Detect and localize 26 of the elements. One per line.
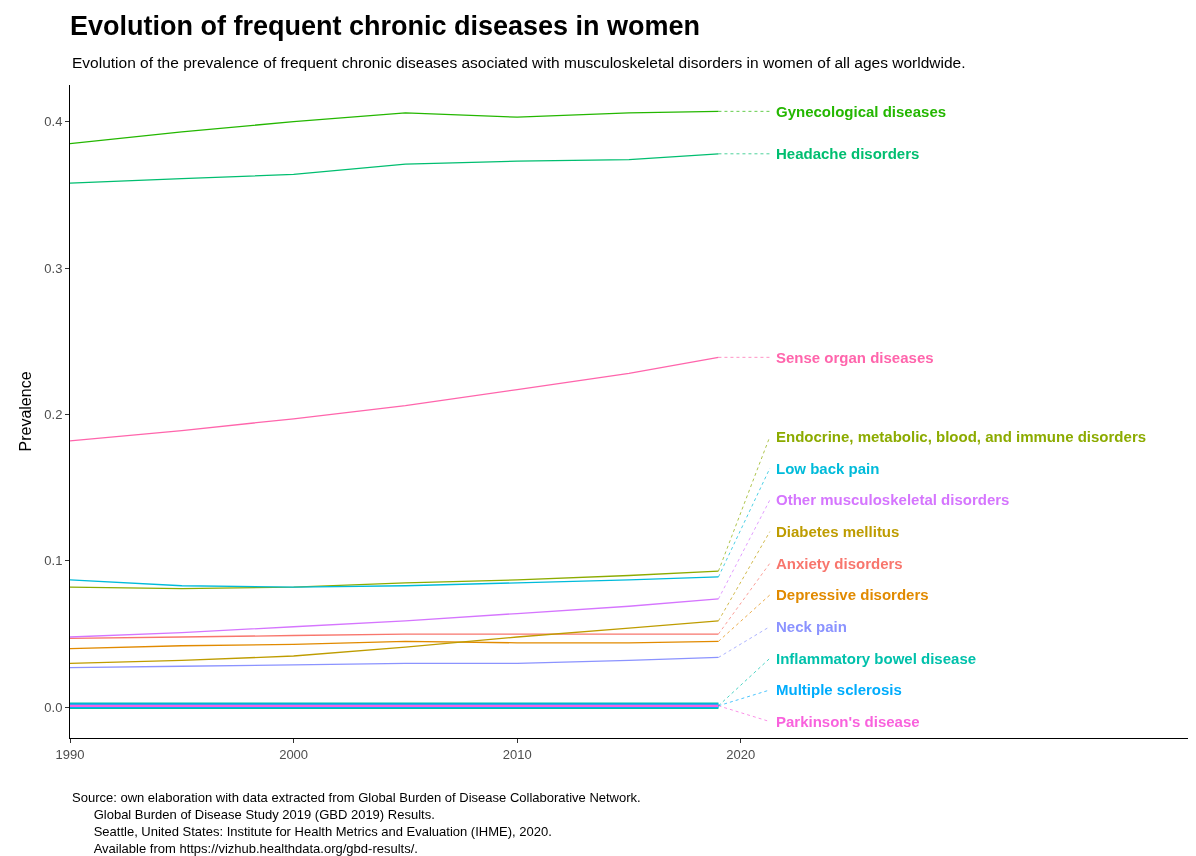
y-tick-label: 0.2	[44, 406, 63, 422]
y-tick-label: 0.1	[44, 553, 63, 569]
y-axis-title: Prevalence	[17, 371, 35, 452]
source-note: Source: own elaboration with data extracted from Global Burden of Disease Collaborative Network. Global Burden of Disease Study 2019 (GBD 2019) Results. Seattle, United States: Institute for Health Metrics and Evaluation (IHME), 2020. Available from https://vizhub.healthdata.org/gbd-results/.	[72, 790, 641, 856]
text: Neck pain	[776, 618, 847, 635]
legend-label: Sense organ diseases	[776, 349, 934, 366]
y-tick-label: 0.0	[44, 699, 63, 715]
x-tick-label: 2000	[279, 746, 309, 762]
text: Diabetes mellitus	[776, 523, 900, 540]
text: Endocrine, metabolic, blood, and immune disorders	[776, 428, 1147, 445]
legend-label: Gynecological diseases	[776, 103, 947, 120]
text: Inflammatory bowel disease	[776, 650, 977, 667]
legend-label: Headache disorders	[776, 145, 920, 162]
y-tick-label: 0.3	[44, 260, 63, 276]
text: Low back pain	[776, 460, 880, 477]
text: Depressive disorders	[776, 586, 929, 603]
x-tick-label: 2010	[502, 746, 532, 762]
legend-label: Parkinson's disease	[776, 713, 920, 730]
chart-title: Evolution of frequent chronic diseases in women	[70, 10, 701, 41]
x-tick-label: 2020	[726, 746, 756, 762]
text: Anxiety disorders	[776, 555, 903, 572]
x-tick-label: 1990	[55, 746, 85, 762]
legend-label: Multiple sclerosis	[776, 681, 902, 698]
text: Other musculoskeletal disorders	[776, 491, 1010, 508]
chart-subtitle: Evolution of the prevalence of frequent chronic diseases asociated with musculoskeletal disorders in women of all ages worldwide.	[72, 54, 966, 71]
y-tick-label: 0.4	[44, 114, 63, 130]
